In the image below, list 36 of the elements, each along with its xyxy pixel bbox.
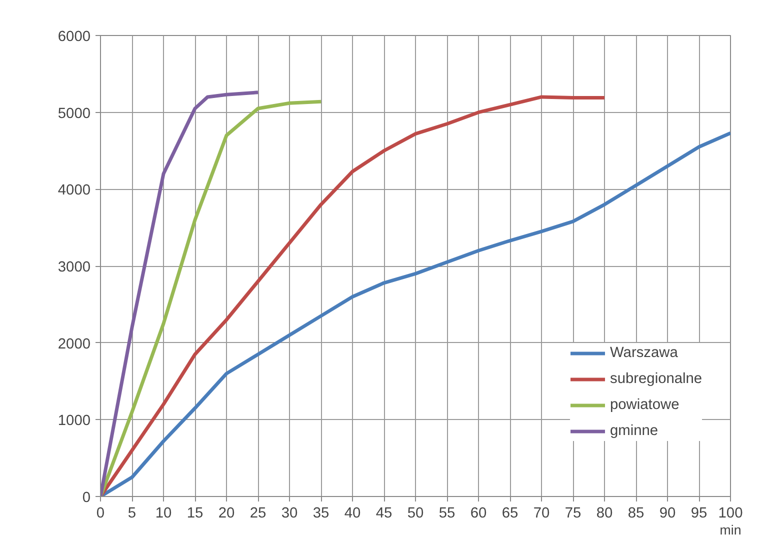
x-tick-label: 90 <box>659 506 676 522</box>
x-tick-label: 95 <box>690 506 708 522</box>
x-tick-label: 80 <box>596 506 613 522</box>
x-tick-label: 75 <box>564 506 582 522</box>
y-tick-label: 0 <box>82 490 91 506</box>
legend-label: gminne <box>610 423 658 439</box>
x-tick-label: 60 <box>470 506 487 522</box>
x-tick-label: 70 <box>533 506 550 522</box>
x-tick-label: 100 <box>718 506 743 522</box>
x-tick-label: 15 <box>186 506 204 522</box>
x-tick-label: 10 <box>155 506 172 522</box>
legend-label: Warszawa <box>610 345 678 361</box>
x-tick-label: 45 <box>376 506 392 522</box>
legend-label: powiatowe <box>610 397 680 413</box>
x-tick-label: 85 <box>628 506 644 522</box>
x-tick-label: 55 <box>438 506 456 522</box>
y-tick-label: 5000 <box>58 106 91 122</box>
x-tick-label: 35 <box>312 506 330 522</box>
x-tick-label: 25 <box>250 506 266 522</box>
y-tick-label: 3000 <box>58 260 91 276</box>
y-tick-label: 4000 <box>58 182 91 199</box>
line-series <box>100 90 260 496</box>
x-tick-label: 20 <box>218 506 235 522</box>
line-series <box>100 100 323 496</box>
x-tick-label: 0 <box>96 506 105 522</box>
x-axis-title: min <box>720 522 742 538</box>
x-tick-label: 40 <box>344 506 361 522</box>
line-series <box>100 95 606 496</box>
x-tick-label: 30 <box>281 506 298 522</box>
x-tick-label: 65 <box>502 506 518 522</box>
y-tick-label: 6000 <box>58 29 91 45</box>
x-tick-label: 5 <box>128 506 136 522</box>
x-tick-label: 50 <box>407 506 424 522</box>
legend-label: subregionalne <box>610 371 702 387</box>
y-tick-label: 2000 <box>58 336 91 352</box>
y-tick-label: 1000 <box>58 413 91 430</box>
